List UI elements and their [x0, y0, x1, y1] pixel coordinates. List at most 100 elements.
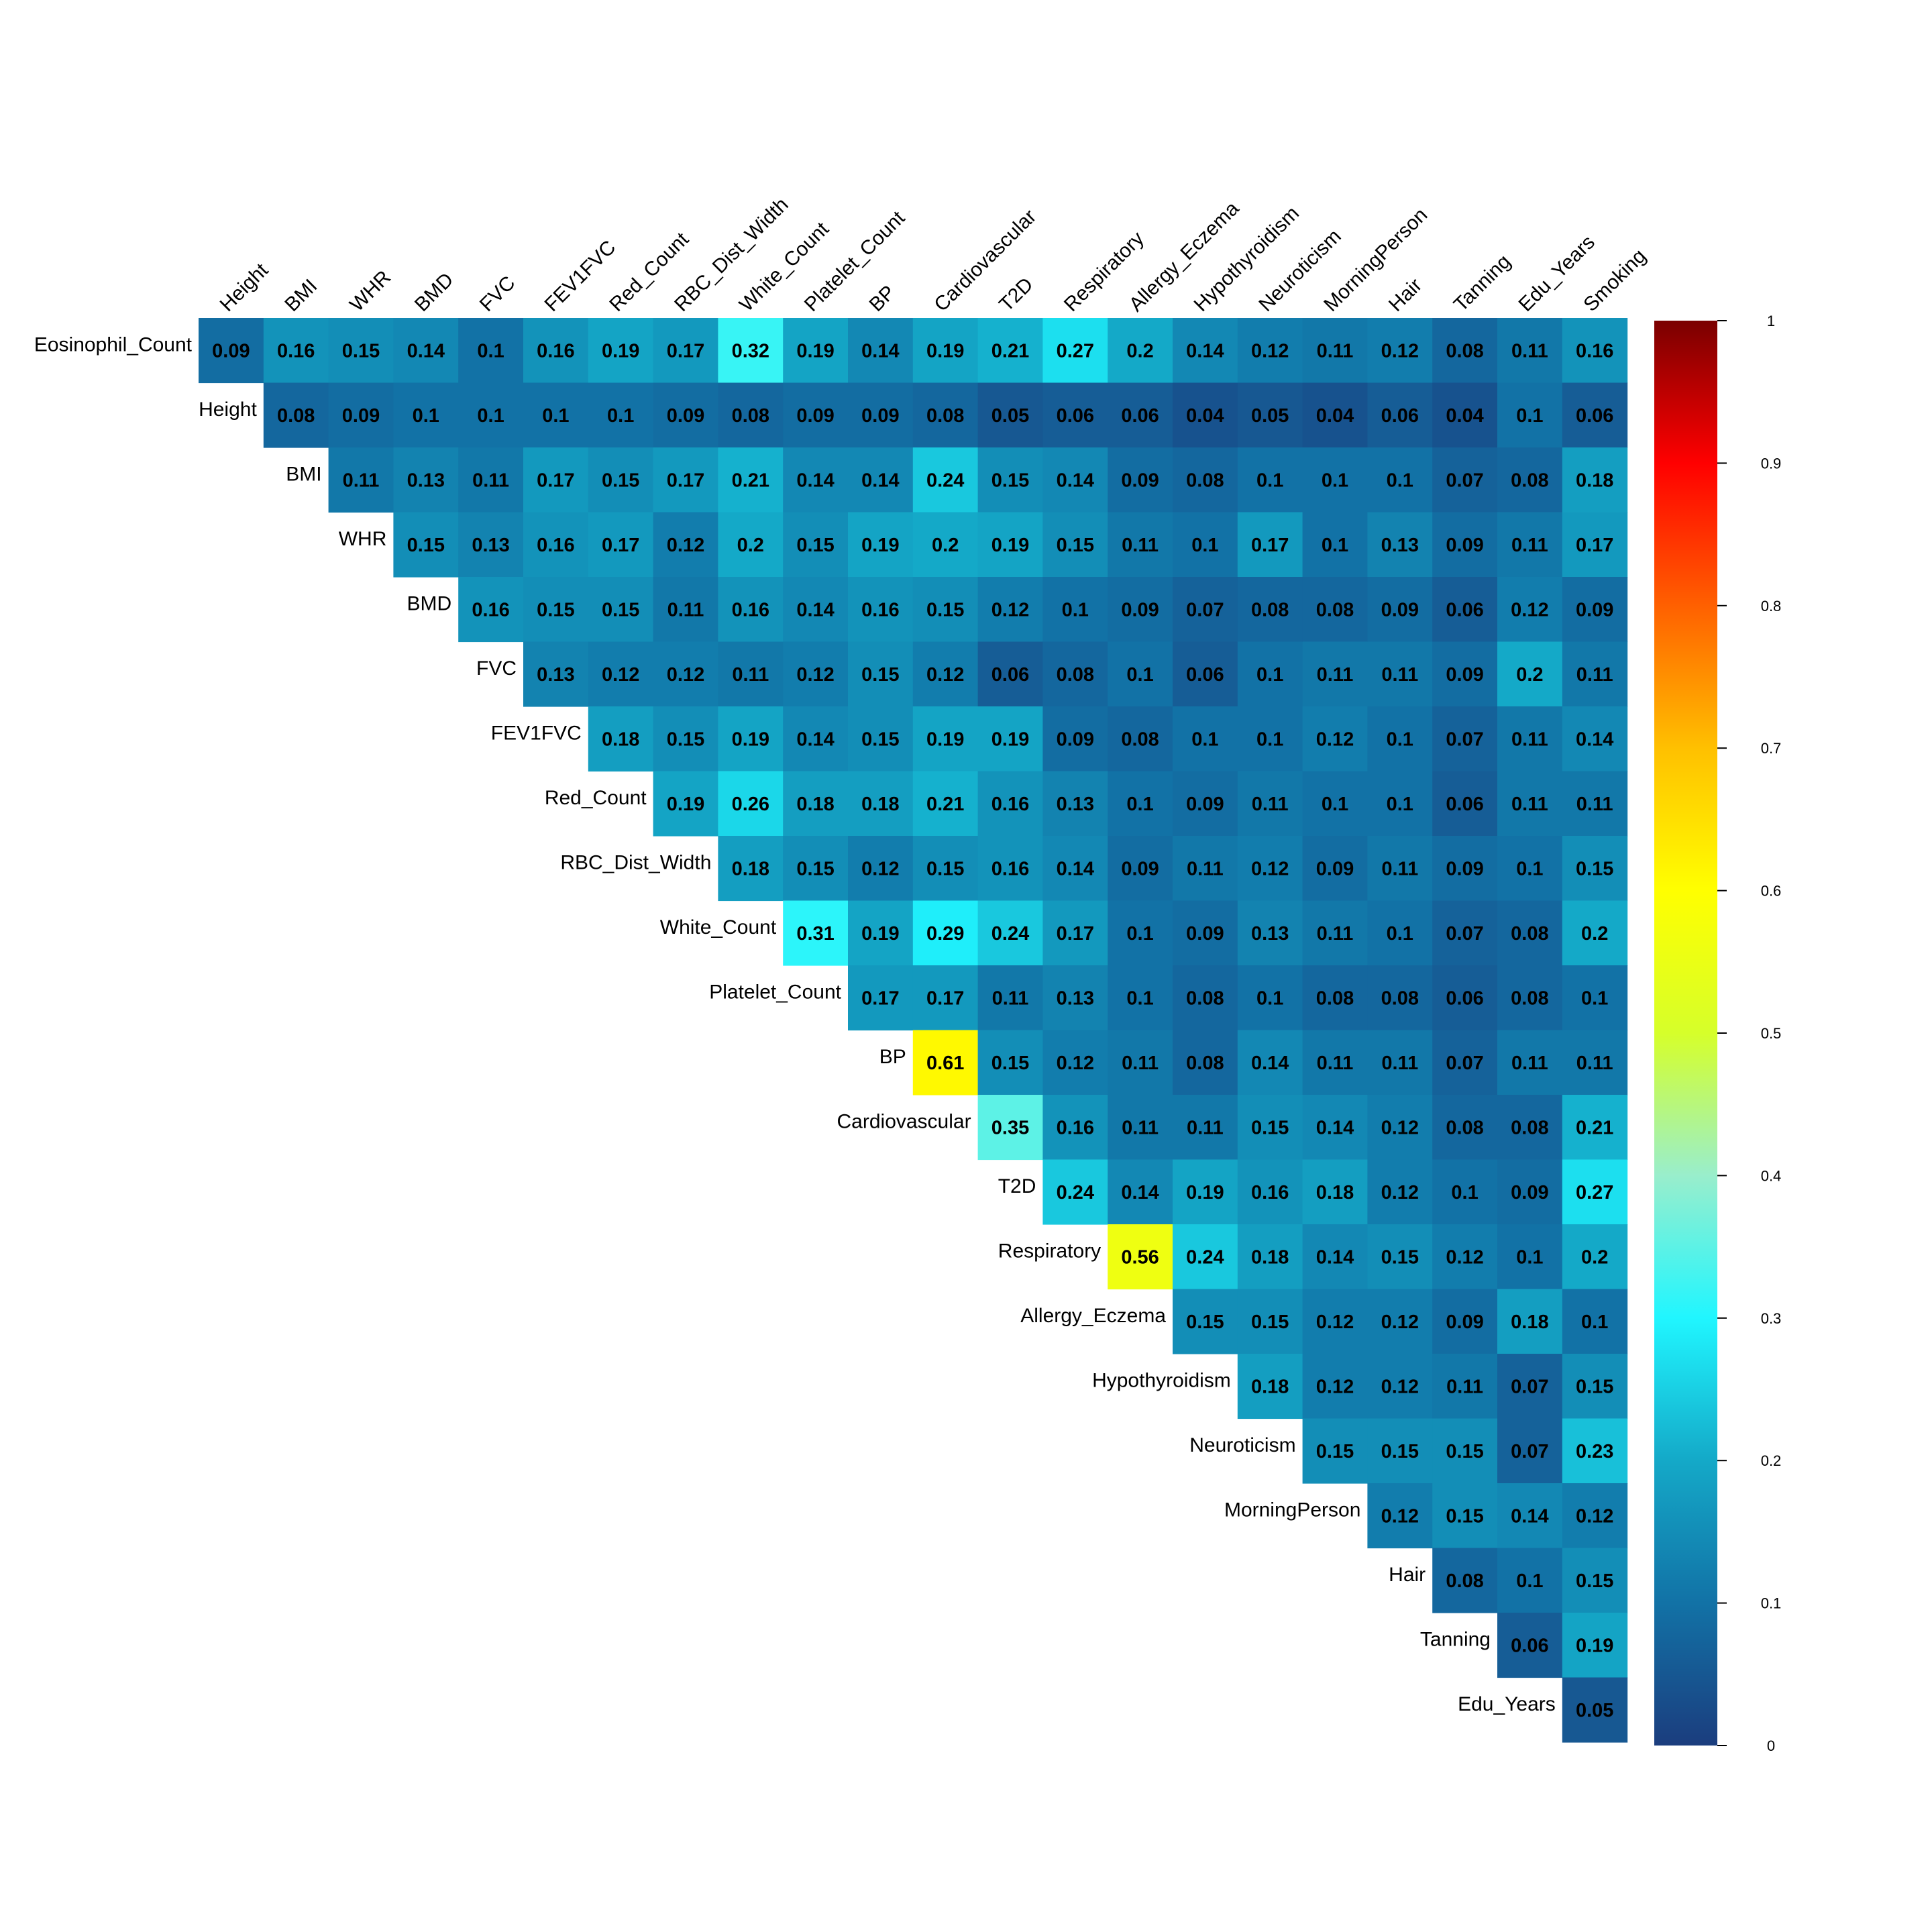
cell-value-label: 0.14 [1251, 1053, 1289, 1074]
cell-value-label: 0.14 [1121, 1182, 1159, 1203]
cell-value-label: 0.14 [1316, 1117, 1354, 1138]
heatmap-cell [783, 900, 849, 966]
cell-value-label: 0.11 [1317, 923, 1354, 945]
cell-value-label: 0.05 [991, 405, 1029, 427]
cell-value-label: 0.1 [1387, 470, 1413, 491]
cell-value-label: 0.24 [926, 470, 964, 491]
heatmap-cell [1562, 706, 1628, 772]
heatmap-cell [1302, 706, 1368, 772]
cell-value-label: 0.15 [602, 599, 639, 621]
cell-value-label: 0.16 [991, 858, 1029, 879]
cell-value-label: 0.06 [1446, 987, 1483, 1009]
cell-value-label: 0.09 [1121, 858, 1159, 879]
cell-value-label: 0.16 [472, 599, 509, 621]
heatmap-cell [1237, 447, 1303, 513]
heatmap-cell [1432, 577, 1498, 643]
heatmap-cell [1562, 1030, 1628, 1095]
cell-value-label: 0.11 [1381, 664, 1418, 686]
heatmap-cell [1367, 1224, 1433, 1290]
heatmap-cell [1432, 771, 1498, 837]
cell-value-label: 0.16 [537, 535, 574, 556]
cell-value-label: 0.15 [991, 1053, 1029, 1074]
cell-value-label: 0.1 [1126, 794, 1153, 815]
cell-value-label: 0.11 [1576, 1053, 1613, 1074]
row-label: Neuroticism [1189, 1434, 1295, 1456]
cell-value-label: 0.17 [537, 470, 574, 491]
cell-value-label: 0.07 [1446, 729, 1483, 750]
heatmap-cell [458, 382, 524, 448]
cell-value-label: 0.2 [1581, 923, 1608, 945]
heatmap-cell [1432, 836, 1498, 902]
cell-value-label: 0.13 [537, 664, 574, 686]
cell-value-label: 0.11 [1511, 535, 1548, 556]
heatmap-cell [1108, 641, 1173, 707]
heatmap-cell [1108, 512, 1173, 578]
heatmap-cell [1562, 1159, 1628, 1225]
heatmap-cell [393, 382, 459, 448]
heatmap-cell [393, 512, 459, 578]
cell-value-label: 0.08 [1511, 1117, 1548, 1138]
cell-value-label: 0.11 [343, 470, 380, 491]
heatmap-cell [1562, 512, 1628, 578]
heatmap-cell [1302, 447, 1368, 513]
heatmap-cell [912, 382, 979, 448]
heatmap-cell [783, 318, 849, 384]
heatmap-cell [1302, 1418, 1368, 1484]
cell-value-label: 0.05 [1576, 1700, 1613, 1721]
cell-value-label: 0.19 [796, 340, 834, 362]
heatmap-cell [1497, 900, 1563, 966]
heatmap-cell [912, 1030, 979, 1095]
heatmap-cell [1562, 1548, 1628, 1613]
row-label: Cardiovascular [837, 1110, 971, 1132]
heatmap-cell [1432, 706, 1498, 772]
heatmap-cell [1432, 1354, 1498, 1419]
heatmap-cell [1367, 641, 1433, 707]
cell-value-label: 0.16 [1057, 1117, 1094, 1138]
heatmap-cell [1432, 382, 1498, 448]
cell-value-label: 0.1 [1256, 664, 1283, 686]
cell-value-label: 0.15 [1251, 1117, 1289, 1138]
cell-value-label: 0.15 [1186, 1311, 1224, 1333]
cell-value-label: 0.12 [926, 664, 964, 686]
cell-value-label: 0.16 [732, 599, 769, 621]
cell-value-label: 0.04 [1446, 405, 1483, 427]
cell-value-label: 0.13 [472, 535, 509, 556]
heatmap-cell [718, 706, 784, 772]
heatmap-cell [977, 900, 1043, 966]
cell-value-label: 0.11 [1381, 858, 1418, 879]
heatmap-cell [848, 318, 914, 384]
heatmap-cell [1173, 706, 1238, 772]
heatmap-cell [1497, 1613, 1563, 1678]
column-label: FVC [476, 272, 520, 316]
cell-value-label: 0.2 [932, 535, 959, 556]
heatmap-cell [1108, 1224, 1173, 1290]
cell-value-label: 0.15 [1576, 1570, 1613, 1592]
cell-value-label: 0.19 [991, 729, 1029, 750]
cell-value-label: 0.15 [342, 340, 380, 362]
heatmap-cell [1302, 1159, 1368, 1225]
heatmap-cell [653, 447, 718, 513]
cell-value-label: 0.08 [1511, 470, 1548, 491]
cell-value-label: 0.11 [472, 470, 509, 491]
cell-value-label: 0.09 [342, 405, 380, 427]
cell-value-label: 0.1 [1387, 923, 1413, 945]
heatmap-cell [1367, 771, 1433, 837]
heatmap-cell [1237, 771, 1303, 837]
cell-value-label: 0.13 [1381, 535, 1419, 556]
cell-value-label: 0.1 [1256, 987, 1283, 1009]
heatmap-cell [1497, 512, 1563, 578]
heatmap-cell [977, 965, 1043, 1031]
heatmap-cell [653, 771, 718, 837]
heatmap-cell [1562, 1095, 1628, 1161]
heatmap-cell [1042, 900, 1108, 966]
heatmap-cell [1432, 1159, 1498, 1225]
heatmap-cell [1108, 577, 1173, 643]
cell-value-label: 0.1 [1516, 1570, 1543, 1592]
cell-value-label: 0.21 [991, 340, 1029, 362]
heatmap-cell [912, 900, 979, 966]
cell-value-label: 0.1 [607, 405, 634, 427]
cell-value-label: 0.19 [861, 535, 899, 556]
heatmap-cell [912, 447, 979, 513]
heatmap-cell [1302, 900, 1368, 966]
column-label: Height [216, 259, 273, 316]
